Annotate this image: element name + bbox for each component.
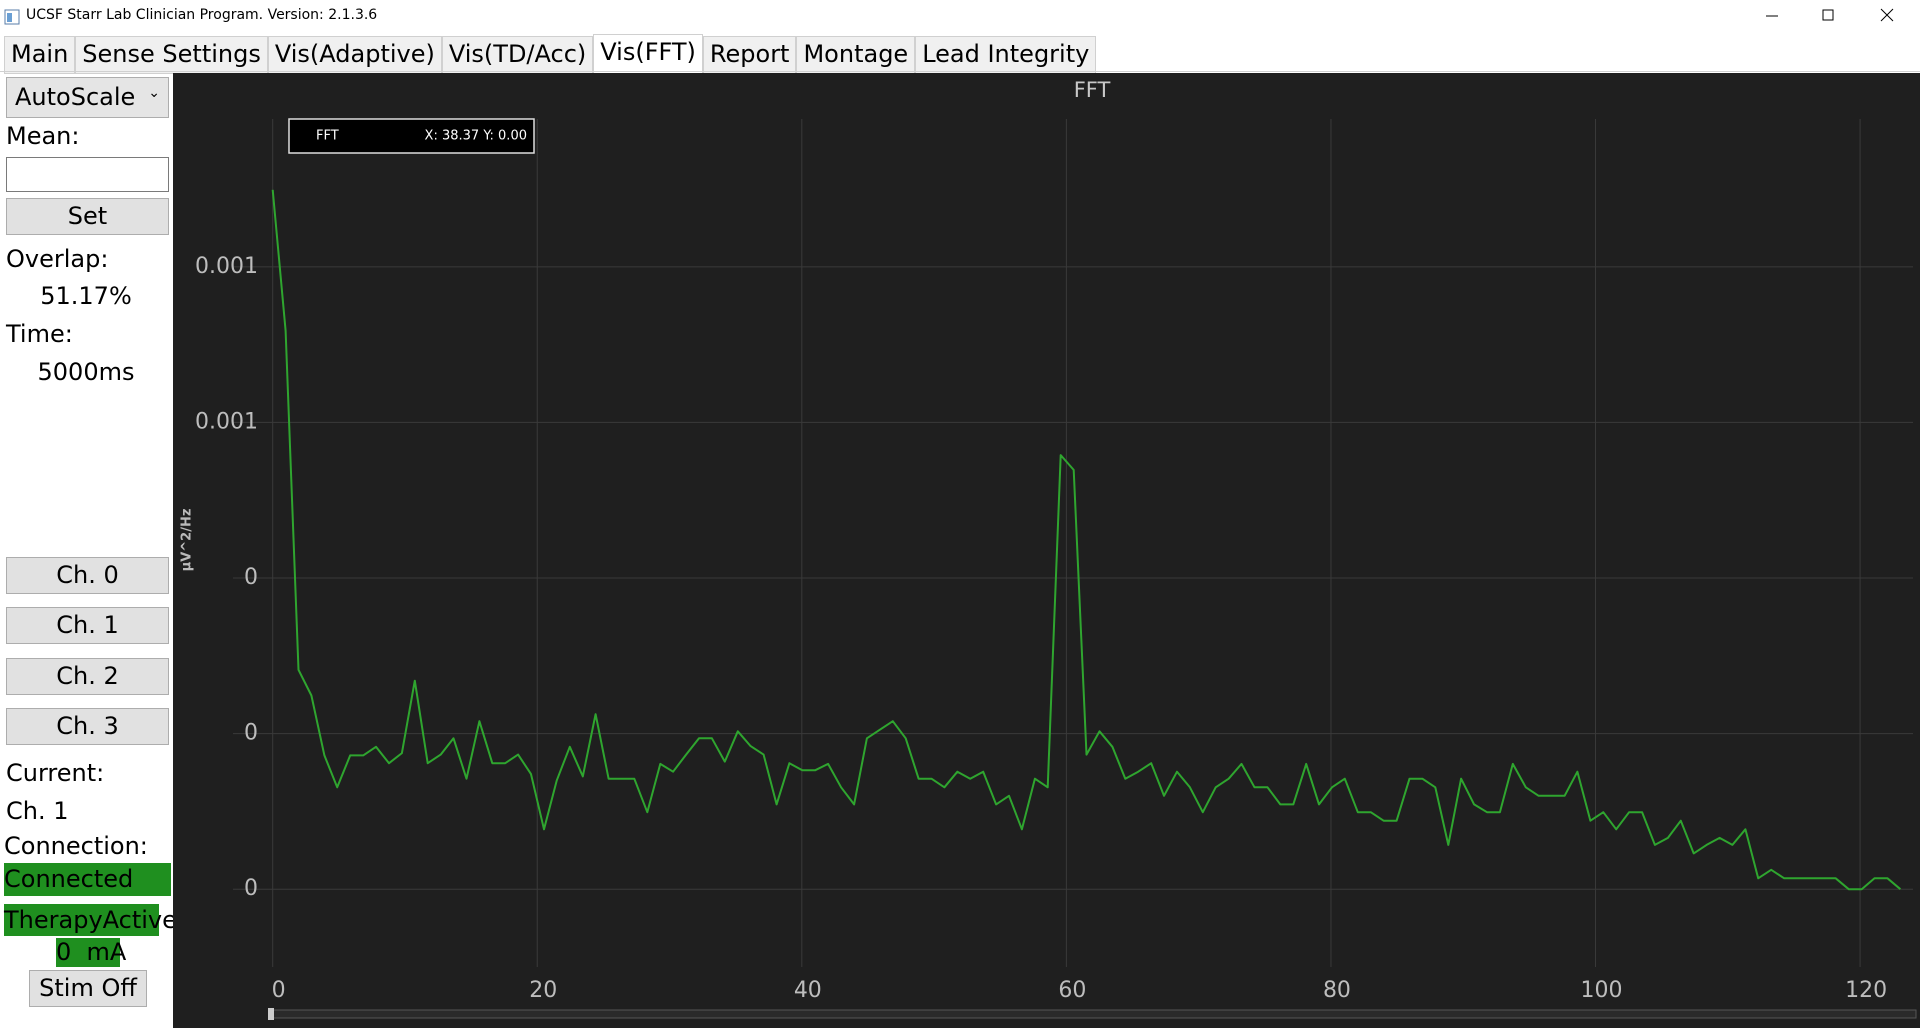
current-label: Current:	[6, 759, 105, 787]
overlap-label: Overlap:	[6, 245, 109, 273]
chart-title: FFT	[1074, 78, 1111, 102]
scrollbar[interactable]	[270, 1009, 1917, 1019]
channel-button[interactable]: Ch. 0	[6, 557, 169, 594]
mean-label: Mean:	[6, 122, 80, 150]
y-tick-label: 0	[244, 565, 258, 590]
set-button[interactable]: Set	[6, 198, 169, 235]
title-bar: UCSF Starr Lab Clinician Program. Versio…	[0, 0, 1920, 34]
scrollbar-handle[interactable]	[268, 1008, 274, 1020]
tab[interactable]: Vis(TD/Acc)	[441, 36, 594, 74]
x-tick-label: 120	[1845, 978, 1887, 1003]
grid	[233, 119, 1913, 967]
dropdown-value: AutoScale	[15, 83, 136, 111]
tab[interactable]: Vis(Adaptive)	[267, 36, 442, 74]
scale-dropdown[interactable]: AutoScale ⌄	[6, 77, 169, 118]
tab[interactable]: Report	[702, 36, 797, 74]
restore[interactable]	[1822, 9, 1834, 21]
fft-line	[271, 189, 1902, 891]
chart-background	[173, 73, 1920, 1028]
tab-strip: Main Sense Settings Vis(Adaptive) Vis(TD…	[4, 34, 1097, 74]
stim-button[interactable]: Stim Off	[29, 970, 147, 1007]
overlap-value: 51.17%	[40, 282, 132, 310]
connection-status: Connected	[4, 863, 171, 896]
mean-input[interactable]	[6, 157, 169, 192]
window-title: UCSF Starr Lab Clinician Program. Versio…	[26, 7, 378, 23]
x-tick-label: 80	[1323, 978, 1351, 1003]
time-value: 5000ms	[37, 358, 135, 386]
channel-button[interactable]: Ch. 2	[6, 658, 169, 695]
y-tick-label: 0.001	[195, 409, 258, 434]
tab[interactable]: Sense Settings	[75, 36, 268, 74]
sidebar: AutoScale ⌄ Mean: Set Overlap: 51.17% Tim…	[0, 72, 177, 1031]
close[interactable]	[1880, 8, 1894, 22]
tab[interactable]: Main	[4, 36, 76, 74]
cursor-readout-box	[288, 118, 535, 154]
readout-series: FFT	[316, 129, 339, 144]
channel-button[interactable]: Ch. 3	[6, 708, 169, 745]
connection-label: Connection:	[4, 832, 148, 860]
time-label: Time:	[6, 320, 73, 348]
y-axis-label: µV^2/Hz	[180, 509, 195, 572]
x-tick-label: 20	[529, 978, 557, 1003]
x-tick-label: 60	[1058, 978, 1086, 1003]
x-tick-label: 100	[1581, 978, 1623, 1003]
y-tick-label: 0	[244, 721, 258, 746]
amplitude: 0 mA	[56, 938, 127, 967]
channel-button[interactable]: Ch. 1	[6, 607, 169, 644]
readout-value: X: 38.37 Y: 0.00	[425, 129, 527, 144]
therapy-status: TherapyActive	[4, 904, 177, 936]
window-controls[interactable]	[1750, 0, 1920, 34]
tab[interactable]: Lead Integrity	[915, 36, 1097, 74]
y-tick-label: 0	[244, 876, 258, 901]
app-icon	[4, 9, 20, 25]
x-tick-label: 40	[794, 978, 822, 1003]
y-tick-label: 0.001	[195, 254, 258, 279]
tab-selected[interactable]: Vis(FFT)	[593, 34, 703, 74]
tab-border	[0, 71, 1920, 72]
tab[interactable]: Montage	[796, 36, 916, 74]
dropdown-arrow: ⌄	[148, 85, 160, 101]
x-tick-label: 0	[272, 978, 286, 1003]
current-value: Ch. 1	[6, 797, 69, 825]
